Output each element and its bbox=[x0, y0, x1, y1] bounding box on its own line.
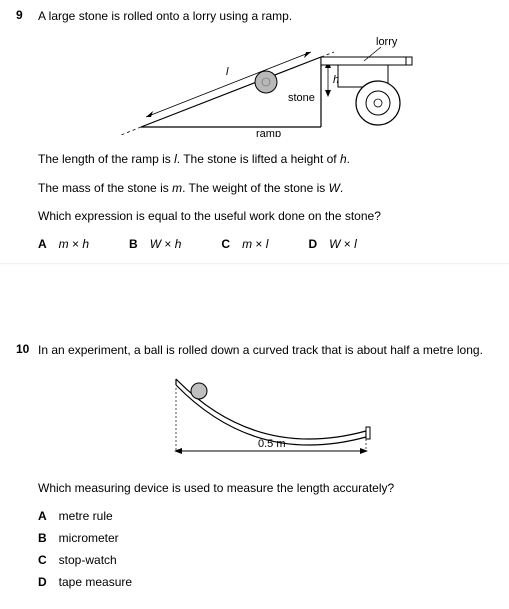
q9-line3: Which expression is equal to the useful … bbox=[38, 208, 493, 225]
q9-options: A m × h B W × h C m × l D W × l bbox=[38, 237, 493, 251]
q10-option-a[interactable]: A metre rule bbox=[38, 509, 493, 523]
q10-body: In an experiment, a ball is rolled down … bbox=[38, 342, 493, 597]
q9-option-c[interactable]: C m × l bbox=[221, 237, 268, 251]
label-ramp-icon: ramp bbox=[256, 128, 281, 137]
gap bbox=[0, 264, 509, 334]
q10-options: A metre rule B micrometer C stop-watch D… bbox=[38, 509, 493, 589]
q9-prompt: A large stone is rolled onto a lorry usi… bbox=[38, 8, 493, 25]
q9-option-b[interactable]: B W × h bbox=[129, 237, 181, 251]
question-10: 10 In an experiment, a ball is rolled do… bbox=[0, 334, 509, 609]
q9-line1: The length of the ramp is l. The stone i… bbox=[38, 151, 493, 168]
q9-option-d[interactable]: D W × l bbox=[308, 237, 356, 251]
q9-body: A large stone is rolled onto a lorry usi… bbox=[38, 8, 493, 251]
label-l-icon: l bbox=[226, 66, 229, 78]
question-9: 9 A large stone is rolled onto a lorry u… bbox=[0, 0, 509, 263]
q9-option-a[interactable]: A m × h bbox=[38, 237, 89, 251]
label-stone-icon: stone bbox=[288, 92, 315, 104]
label-length-icon: 0.5 m bbox=[258, 438, 286, 450]
q10-question: Which measuring device is used to measur… bbox=[38, 480, 493, 497]
q9-line2: The mass of the stone is m. The weight o… bbox=[38, 180, 493, 197]
q10-option-d[interactable]: D tape measure bbox=[38, 575, 493, 589]
q10-figure: 0.5 m bbox=[38, 371, 493, 466]
q9-number: 9 bbox=[16, 8, 38, 22]
q10-prompt: In an experiment, a ball is rolled down … bbox=[38, 342, 493, 359]
q9-figure: l stone ramp h bbox=[38, 37, 493, 137]
q10-option-b[interactable]: B micrometer bbox=[38, 531, 493, 545]
q10-option-c[interactable]: C stop-watch bbox=[38, 553, 493, 567]
label-lorry-icon: lorry bbox=[376, 37, 398, 48]
q10-number: 10 bbox=[16, 342, 38, 356]
